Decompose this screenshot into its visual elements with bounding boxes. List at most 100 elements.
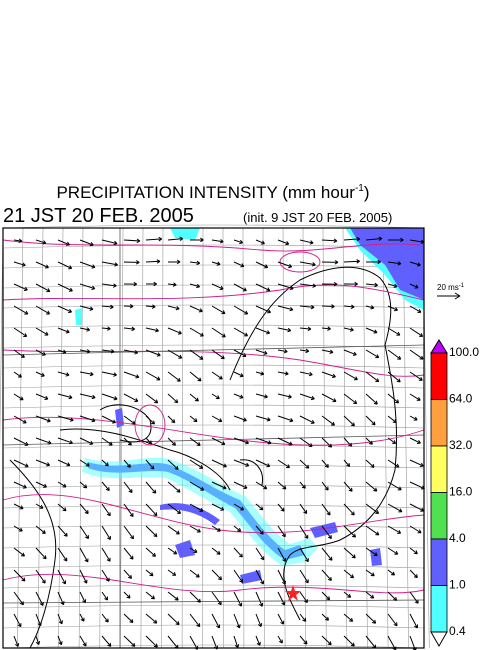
wind-arrow [255,503,264,511]
wind-arrow [365,591,375,599]
wind-arrow [101,437,113,446]
wind-arrow [123,459,131,468]
wind-arrow [101,349,115,354]
wind-arrow [123,591,131,599]
wind-arrow [123,569,133,579]
wind-arrow [123,281,138,287]
wind-arrow [13,327,28,337]
wind-arrow [189,260,201,266]
wind-arrow [189,437,201,446]
wind-arrow [277,613,285,625]
wind-arrow [79,371,94,377]
wind-arrow [365,525,380,536]
wind-arrow [277,459,291,469]
wind-arrow [57,261,73,270]
wind-arrow [145,635,158,648]
wind-arrow [123,393,139,403]
wind-arrow [189,591,201,603]
colorbar-bin [430,399,448,447]
wind-arrow [145,393,159,404]
wind-arrow [167,259,181,265]
wind-arrow [145,236,163,242]
wind-arrow [233,393,244,399]
colorbar-label: 0.4 [449,624,466,638]
wind-arrow [123,635,136,647]
wind-arrow [79,481,88,489]
wind-arrow [79,327,91,332]
wind-arrow [35,393,49,400]
wind-arrow [255,437,272,445]
wind-arrow [13,261,26,267]
wind-arrow [299,415,315,424]
wind-arrow [409,327,424,337]
wind-arrow [79,459,90,467]
wind-arrow [211,569,223,581]
wind-arrow [35,525,46,534]
wind-arrow [321,238,338,243]
wind-arrow [277,349,288,354]
wind-arrow [189,327,204,337]
wind-arrow [123,503,134,518]
map [0,224,430,650]
wind-arrow [13,459,29,468]
wind-arrow [145,503,158,517]
wind-arrow [57,459,71,467]
wind-arrow [233,437,249,445]
wind-arrow [35,371,45,377]
wind-arrow [277,393,292,399]
wind-arrow [167,613,180,626]
wind-arrow [35,437,52,445]
wind-arrow [277,503,285,512]
wind-arrow [387,393,400,404]
wind-arrow [57,305,73,314]
wind-arrow [409,415,418,421]
wind-arrow [167,503,182,515]
wind-arrow [343,393,358,405]
wind-arrow [123,525,134,540]
wind-arrow [343,259,360,264]
wind-arrow [57,371,70,377]
wind-arrow [13,613,22,628]
location-star [285,585,301,601]
wind-arrow [233,547,243,558]
wind-arrow [409,459,424,467]
wind-arrow [365,236,383,241]
wind-arrow [277,327,292,333]
wind-arrow [343,481,353,492]
wind-arrow [57,569,67,585]
pressure-contours [2,239,425,594]
grid-line [2,424,425,429]
wind-arrow [13,591,24,606]
wind-arrow [387,591,398,601]
wind-arrow [145,591,155,600]
wind-arrow [211,525,221,532]
wind-arrow [365,481,378,492]
wind-arrow [57,283,73,292]
wind-arrow [57,613,63,625]
wind-arrow [233,613,241,629]
wind-arrow [101,569,110,582]
wind-arrow [255,261,269,269]
wind-arrow [277,547,287,562]
colorbar-label: 16.0 [449,485,473,499]
wind-arrow [255,591,264,607]
wind-arrow [211,415,223,423]
wind-arrow [387,327,401,336]
wind-arrow [101,481,110,492]
wind-arrow [233,283,247,292]
wind-arrow [35,415,51,423]
wind-arrow [233,635,240,649]
wind-arrow [255,415,271,422]
wind-arrow [387,459,400,468]
wind-arrow [387,371,401,383]
wind-arrow [409,393,421,401]
wind-arrow [211,481,227,490]
wind-scale-arrow [437,292,461,300]
wind-arrow [277,437,293,446]
wind-arrow [79,393,96,400]
wind-arrow [57,525,68,537]
wind-arrow [57,349,67,354]
wind-arrow [167,415,176,424]
wind-arrow [145,371,161,381]
